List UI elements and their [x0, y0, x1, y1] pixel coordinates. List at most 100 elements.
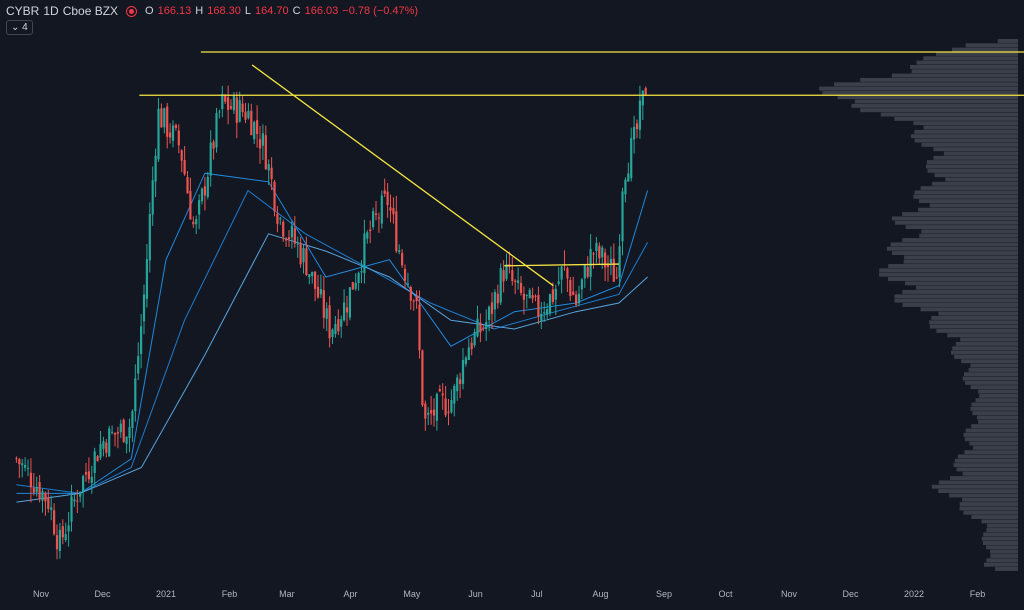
volume-profile-bar-58	[902, 290, 1018, 294]
drawings[interactable]	[139, 51, 1024, 287]
volume-profile-bar-68	[947, 333, 1018, 338]
candle-100	[305, 236, 308, 277]
volume-profile-bar-94	[973, 445, 1018, 450]
x-tick-1: Dec	[94, 589, 111, 599]
candle-177	[528, 288, 531, 299]
candle-96	[293, 216, 296, 248]
candle-119	[360, 260, 363, 284]
candle-176	[525, 294, 528, 309]
candle-24	[84, 463, 88, 482]
time-axis: Nov Dec 2021 Feb Mar Apr May Jun Jul Aug Sep Oct Nov…	[33, 589, 985, 599]
candle-144	[432, 398, 436, 427]
candle-65	[203, 177, 207, 211]
candle-192	[572, 276, 575, 296]
candle-154	[461, 348, 465, 390]
candle-73	[227, 85, 230, 125]
volume-profile-bar-85	[970, 406, 1018, 411]
volume-profile-bar-41	[891, 216, 1018, 221]
candle-191	[569, 276, 572, 302]
volume-profile-bar-8	[891, 73, 1018, 78]
indicators-toggle-button[interactable]: ⌄ 4	[6, 20, 33, 35]
candle-101	[308, 274, 311, 285]
candle-172	[514, 279, 517, 295]
x-tick-8: Jul	[531, 589, 543, 599]
candle-199	[592, 251, 595, 269]
volume-profile-bar-67	[936, 328, 1018, 333]
volume-profile-bar-108	[959, 506, 1018, 511]
symbol-name[interactable]: CYBR	[6, 4, 40, 18]
volume-profile-bar-54	[879, 272, 1018, 277]
interval-label[interactable]: 1D	[43, 4, 59, 18]
candle-139	[418, 290, 421, 359]
market-status-icon	[126, 5, 138, 17]
candle-164	[490, 292, 494, 329]
candle-157	[470, 337, 473, 356]
candle-40	[131, 409, 134, 442]
volume-profile-bar-72	[951, 350, 1018, 355]
x-tick-13: Dec	[842, 589, 859, 599]
candle-194	[577, 285, 581, 307]
candle-138	[415, 290, 418, 309]
candle-64	[200, 187, 204, 205]
candle-215	[638, 85, 642, 139]
candle-33	[111, 425, 114, 435]
candle-214	[635, 119, 639, 139]
candle-89	[273, 179, 276, 217]
change-value: −0.78 (−0.47%)	[342, 5, 419, 17]
volume-profile-bar-45	[919, 233, 1018, 238]
trendline-line-3[interactable]	[251, 64, 554, 287]
candle-14	[55, 524, 59, 560]
candle-98	[299, 237, 302, 268]
candle-108	[328, 296, 331, 348]
candle-159	[476, 305, 479, 338]
candle-29	[99, 430, 102, 461]
volume-profile-bar-49	[891, 251, 1018, 255]
candle-38	[125, 436, 128, 454]
exchange-label: Cboe BZX	[62, 4, 119, 18]
segment-line-4[interactable]	[504, 263, 619, 267]
candle-188	[560, 265, 563, 294]
candle-57	[180, 149, 183, 173]
candle-69	[215, 107, 218, 153]
candle-187	[557, 267, 560, 286]
volume-profile-bar-18	[894, 116, 1018, 121]
candle-178	[531, 287, 534, 304]
candle-146	[438, 384, 441, 393]
volume-profile-bar-113	[986, 528, 1018, 532]
candle-163	[488, 305, 491, 332]
volume-profile-bar-80	[970, 385, 1018, 390]
candle-10	[44, 491, 47, 516]
candle-208	[618, 234, 621, 288]
volume-profile-bar-28	[926, 160, 1018, 165]
volume-profile-bar-44	[921, 229, 1018, 234]
candle-156	[467, 338, 470, 361]
volume-profile-bar-89	[971, 424, 1018, 429]
volume-profile-bar-92	[964, 437, 1018, 442]
candle-111	[337, 309, 340, 336]
volume-profile-bar-122	[995, 567, 1018, 571]
volume-profile-bar-98	[953, 463, 1018, 468]
volume-profile-bar-119	[990, 554, 1018, 558]
candle-3	[24, 457, 27, 472]
volume-profile-bar-62	[920, 307, 1018, 312]
volume-profile-bar-23	[914, 138, 1018, 143]
candle-103	[314, 271, 317, 302]
candle-114	[345, 295, 349, 326]
low-label: L	[244, 5, 251, 17]
candle-59	[186, 171, 189, 194]
candle-83	[256, 105, 259, 148]
volume-profile-bar-116	[982, 541, 1018, 545]
candle-197	[586, 256, 589, 279]
candle-93	[285, 236, 288, 247]
volume-profile-bar-93	[969, 441, 1018, 446]
volume-profile	[819, 38, 1018, 571]
volume-profile-bar-1	[965, 43, 1018, 48]
candle-211	[627, 162, 630, 182]
candle-47	[151, 166, 154, 226]
volume-profile-bar-43	[905, 225, 1018, 230]
volume-profile-bar-21	[914, 129, 1018, 134]
candle-79	[244, 102, 247, 124]
candle-18	[67, 512, 70, 547]
candle-39	[128, 418, 131, 453]
